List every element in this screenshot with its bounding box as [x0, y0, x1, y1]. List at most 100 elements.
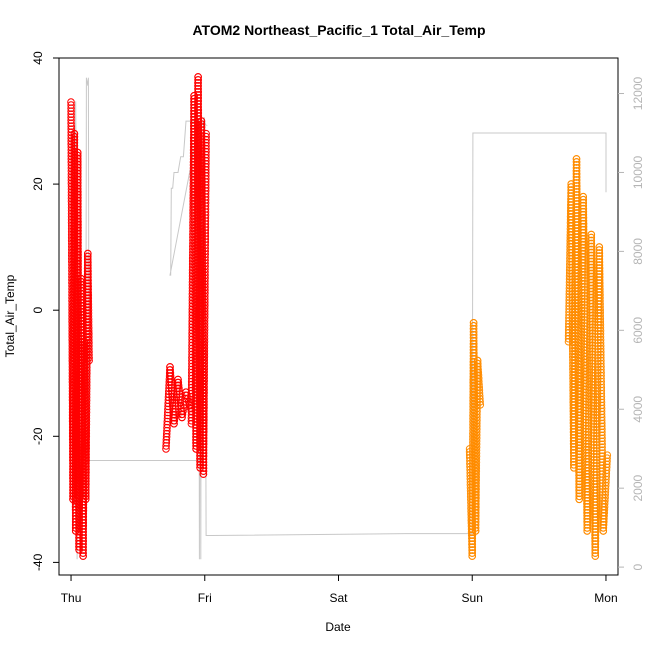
- data-point-series-2: [472, 446, 481, 455]
- data-point-series-1: [194, 103, 202, 111]
- data-point-series-2: [581, 328, 589, 337]
- data-point-series-1: [84, 285, 92, 294]
- data-point-series-1: [74, 172, 82, 181]
- data-point-series-2: [575, 492, 584, 501]
- data-point-series-1: [201, 271, 209, 280]
- data-point-series-2: [577, 369, 585, 378]
- data-point-series-2: [581, 346, 589, 355]
- data-point-series-2: [581, 364, 590, 373]
- data-point-series-1: [74, 209, 82, 217]
- data-point-series-2: [576, 387, 585, 396]
- data-point-series-2: [579, 226, 588, 234]
- data-point-series-1: [202, 150, 210, 159]
- data-point-series-2: [581, 367, 590, 376]
- data-point-series-2: [596, 297, 604, 305]
- data-point-series-1: [194, 91, 202, 99]
- data-point-series-2: [597, 374, 605, 383]
- data-point-series-1: [84, 318, 93, 326]
- data-point-series-1: [202, 172, 210, 180]
- data-point-series-1: [201, 211, 210, 219]
- data-point-series-2: [595, 267, 604, 275]
- data-point-series-2: [468, 540, 477, 548]
- data-point-series-2: [580, 310, 589, 318]
- data-point-series-1: [79, 525, 87, 533]
- y-tick-label: 20: [31, 177, 45, 191]
- data-point-series-1: [197, 129, 206, 137]
- data-point-series-2: [596, 309, 605, 317]
- data-point-series-1: [194, 73, 202, 81]
- data-point-series-2: [474, 365, 482, 374]
- data-point-series-2: [600, 511, 608, 520]
- data-point-series-1: [82, 375, 91, 384]
- data-point-series-2: [583, 524, 592, 532]
- data-point-series-2: [581, 337, 589, 346]
- data-point-series-1: [200, 392, 208, 400]
- data-point-series-1: [74, 169, 82, 178]
- data-point-series-2: [597, 386, 606, 395]
- data-point-series-1: [201, 301, 209, 310]
- y2-tick-label: 8000: [631, 238, 645, 265]
- data-point-series-2: [472, 452, 481, 461]
- data-point-series-2: [475, 389, 484, 397]
- data-point-series-2: [575, 483, 584, 492]
- data-point-series-1: [187, 413, 196, 422]
- data-point-series-2: [580, 238, 588, 246]
- data-point-series-2: [601, 490, 610, 499]
- data-point-series-2: [473, 422, 481, 431]
- data-point-series-1: [74, 245, 82, 253]
- data-point-series-2: [576, 390, 585, 399]
- data-point-series-1: [74, 196, 82, 205]
- data-point-series-1: [201, 247, 209, 255]
- data-point-series-2: [472, 464, 481, 472]
- data-point-series-2: [473, 419, 481, 428]
- data-point-series-1: [84, 297, 93, 305]
- data-point-series-1: [67, 107, 75, 115]
- data-point-series-2: [596, 300, 604, 308]
- data-point-series-1: [74, 181, 82, 190]
- data-point-series-1: [202, 138, 210, 147]
- data-point-series-1: [79, 531, 87, 539]
- data-point-series-1: [167, 375, 175, 383]
- data-point-series-2: [471, 515, 480, 523]
- data-point-series-2: [575, 465, 584, 474]
- data-point-series-1: [176, 393, 184, 401]
- data-point-series-1: [200, 373, 208, 382]
- data-point-series-2: [469, 319, 478, 327]
- data-point-series-2: [595, 264, 604, 272]
- data-point-series-1: [74, 184, 82, 193]
- data-point-series-2: [572, 158, 581, 166]
- data-point-series-2: [593, 423, 601, 431]
- data-point-series-1: [174, 381, 183, 390]
- data-point-series-2: [473, 416, 481, 425]
- data-point-series-1: [84, 264, 92, 273]
- data-point-series-2: [576, 408, 585, 417]
- data-point-series-2: [595, 249, 604, 257]
- data-point-series-2: [599, 524, 608, 532]
- data-point-series-2: [469, 426, 477, 435]
- data-point-series-1: [201, 259, 209, 268]
- data-point-series-2: [597, 377, 606, 386]
- data-point-series-2: [579, 229, 588, 237]
- data-point-series-1: [82, 471, 90, 480]
- data-point-series-2: [591, 543, 600, 551]
- data-point-series-2: [576, 396, 585, 405]
- data-point-series-1: [194, 82, 202, 90]
- data-point-series-1: [200, 419, 208, 427]
- data-point-series-1: [201, 214, 210, 222]
- data-point-series-1: [83, 363, 91, 372]
- y2-tick-label: 0: [631, 563, 645, 570]
- data-point-series-2: [473, 407, 481, 416]
- data-point-series-2: [597, 401, 606, 410]
- data-point-series-1: [82, 423, 91, 432]
- data-point-series-1: [200, 331, 209, 340]
- data-point-series-2: [588, 272, 596, 281]
- data-point-series-2: [584, 416, 593, 424]
- data-point-series-2: [576, 411, 585, 420]
- data-point-series-1: [82, 393, 91, 402]
- x-axis: Thu Fri Sat Sun Mon: [61, 574, 618, 605]
- data-point-series-1: [200, 401, 208, 409]
- data-point-series-1: [201, 265, 209, 274]
- data-point-series-2: [587, 251, 596, 260]
- data-point-series-1: [200, 367, 208, 376]
- data-point-series-1: [79, 522, 88, 530]
